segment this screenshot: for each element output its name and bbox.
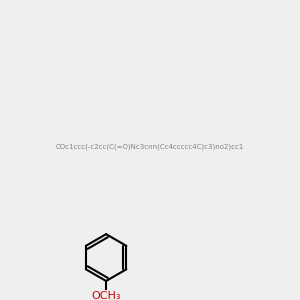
Text: COc1ccc(-c2cc(C(=O)Nc3cnn(Cc4ccccc4C)c3)no2)cc1: COc1ccc(-c2cc(C(=O)Nc3cnn(Cc4ccccc4C)c3)…	[56, 143, 244, 150]
Text: OCH₃: OCH₃	[91, 291, 121, 300]
